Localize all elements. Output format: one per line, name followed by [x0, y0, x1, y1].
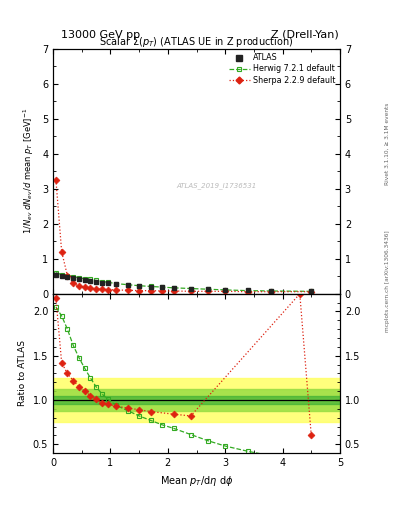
Y-axis label: $1/N_{ev}$ $dN_{ev}/d$ mean $p_T$ [GeV]$^{-1}$: $1/N_{ev}$ $dN_{ev}/d$ mean $p_T$ [GeV]$…: [22, 108, 37, 234]
Title: Scalar $\Sigma(p_T)$ (ATLAS UE in Z production): Scalar $\Sigma(p_T)$ (ATLAS UE in Z prod…: [99, 35, 294, 49]
Y-axis label: Ratio to ATLAS: Ratio to ATLAS: [18, 340, 27, 407]
Legend: ATLAS, Herwig 7.2.1 default, Sherpa 2.2.9 default: ATLAS, Herwig 7.2.1 default, Sherpa 2.2.…: [226, 50, 338, 88]
Text: 13000 GeV pp: 13000 GeV pp: [61, 30, 140, 40]
Text: ATLAS_2019_I1736531: ATLAS_2019_I1736531: [176, 183, 257, 189]
X-axis label: Mean $p_T$/d$\eta$ d$\phi$: Mean $p_T$/d$\eta$ d$\phi$: [160, 474, 233, 487]
Text: mcplots.cern.ch [arXiv:1306.3436]: mcplots.cern.ch [arXiv:1306.3436]: [385, 231, 390, 332]
Text: Rivet 3.1.10, ≥ 3.1M events: Rivet 3.1.10, ≥ 3.1M events: [385, 102, 390, 184]
Text: Z (Drell-Yan): Z (Drell-Yan): [271, 30, 339, 40]
